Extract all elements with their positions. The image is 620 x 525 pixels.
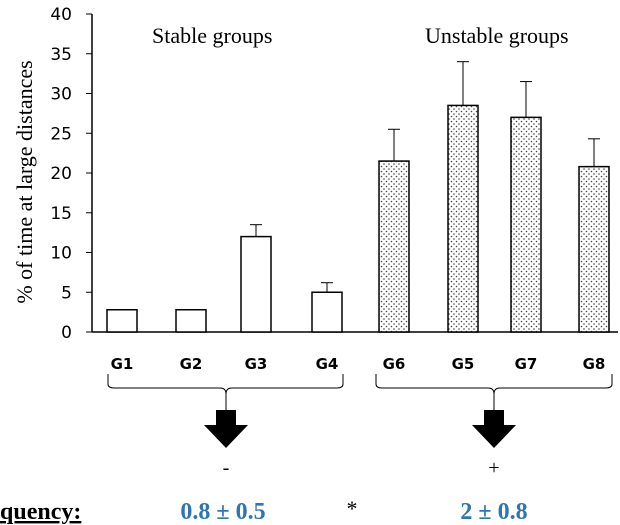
category-label-g5: G5	[452, 355, 475, 373]
category-labels: G1 G2 G3 G4 G6 G5 G7 G8	[111, 355, 606, 373]
category-label-g8: G8	[583, 355, 606, 373]
y-tick-label: 20	[50, 164, 72, 184]
frequency-label: quency:	[0, 499, 81, 525]
arrow-down-icon	[204, 410, 248, 448]
bar-g4	[311, 291, 343, 333]
y-tick-label: 30	[50, 85, 72, 105]
unstable-frequency-value: 2 ± 0.8	[460, 499, 527, 525]
bars	[106, 104, 610, 333]
stable-frequency-value: 0.8 ± 0.5	[180, 499, 265, 525]
bar-g7	[510, 116, 542, 333]
y-tick-label: 40	[50, 5, 72, 25]
category-label-g4: G4	[316, 355, 339, 373]
significance-marker: *	[347, 496, 358, 521]
category-label-g7: G7	[515, 355, 538, 373]
category-label-g3: G3	[245, 355, 268, 373]
y-tick-label: 10	[50, 244, 72, 264]
bar-g8	[578, 165, 610, 333]
arrow-down-icon	[472, 410, 516, 448]
y-tick-label: 5	[61, 283, 72, 303]
bar-g5	[447, 104, 479, 333]
group-title-stable: Stable groups	[152, 23, 272, 48]
y-ticks: 0 5 10 15 20 25 30 35 40	[50, 5, 92, 343]
y-tick-label: 15	[50, 204, 72, 224]
brace-stable	[107, 374, 344, 395]
y-tick-label: 35	[50, 45, 72, 65]
bar-g6	[378, 160, 410, 333]
category-label-g2: G2	[180, 355, 203, 373]
bar-g2	[175, 308, 207, 333]
error-bars	[250, 61, 600, 293]
sign-stable: -	[223, 457, 230, 479]
category-label-g6: G6	[383, 355, 406, 373]
y-tick-label: 0	[61, 323, 72, 343]
y-tick-label: 25	[50, 124, 72, 144]
bar-g3	[240, 235, 272, 333]
group-title-unstable: Unstable groups	[425, 23, 569, 48]
sign-unstable: +	[488, 457, 499, 479]
bar-g1	[106, 308, 138, 333]
y-axis-label: % of time at large distances	[12, 60, 37, 303]
category-label-g1: G1	[111, 355, 134, 373]
brace-unstable	[375, 374, 613, 395]
